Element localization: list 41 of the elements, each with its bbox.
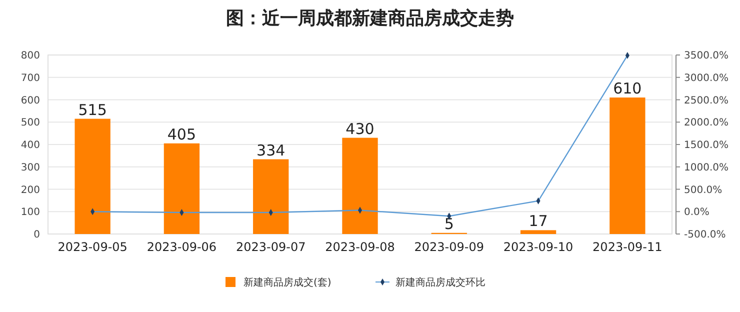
y2-tick-label: 2000.0% bbox=[684, 118, 728, 129]
y-tick-label: 300 bbox=[20, 162, 40, 174]
y2-tick-label: 2500.0% bbox=[684, 95, 728, 106]
x-tick-label: 2023-09-08 bbox=[325, 240, 395, 254]
data-label: 405 bbox=[167, 125, 196, 144]
x-tick-label: 2023-09-09 bbox=[414, 240, 484, 254]
legend-label: 新建商品房成交(套) bbox=[244, 276, 332, 288]
y2-tick-label: 500.0% bbox=[684, 184, 722, 196]
y-tick-label: 100 bbox=[20, 207, 40, 218]
bar bbox=[164, 143, 200, 234]
x-tick-label: 2023-09-06 bbox=[146, 240, 217, 254]
data-label: 17 bbox=[528, 212, 548, 230]
x-tick-label: 2023-09-07 bbox=[236, 240, 306, 254]
y-tick-label: 0 bbox=[34, 230, 40, 240]
y-tick-label: 200 bbox=[20, 184, 40, 196]
y-tick-label: 700 bbox=[20, 72, 40, 84]
bar bbox=[342, 138, 378, 234]
y-tick-label: 500 bbox=[20, 118, 40, 129]
data-label: 515 bbox=[78, 100, 107, 119]
y2-tick-label: 0.0% bbox=[684, 207, 710, 218]
data-label: 5 bbox=[444, 214, 454, 233]
bar bbox=[74, 118, 110, 234]
bar bbox=[610, 98, 646, 234]
legend-label: 新建商品房成交环比 bbox=[396, 276, 486, 288]
y-tick-label: 800 bbox=[20, 50, 40, 62]
data-label: 610 bbox=[613, 80, 642, 98]
data-label: 430 bbox=[346, 120, 374, 138]
y2-tick-label: 1500.0% bbox=[684, 140, 728, 151]
y2-tick-label: 3000.0% bbox=[684, 72, 728, 84]
y2-tick-label: 3500.0% bbox=[684, 50, 728, 62]
x-tick-label: 2023-09-10 bbox=[503, 240, 574, 254]
bar bbox=[253, 159, 289, 234]
bar bbox=[520, 230, 556, 234]
chart-title: 图：近一周成都新建商品房成交走势 bbox=[226, 8, 514, 29]
x-tick-label: 2023-09-05 bbox=[58, 240, 128, 254]
y2-tick-label: 1000.0% bbox=[684, 162, 728, 174]
data-label: 334 bbox=[256, 141, 286, 160]
y-tick-label: 400 bbox=[20, 140, 40, 151]
y-tick-label: 600 bbox=[20, 95, 40, 106]
y2-tick-label: -500.0% bbox=[684, 230, 726, 240]
x-tick-label: 2023-09-11 bbox=[592, 240, 662, 254]
